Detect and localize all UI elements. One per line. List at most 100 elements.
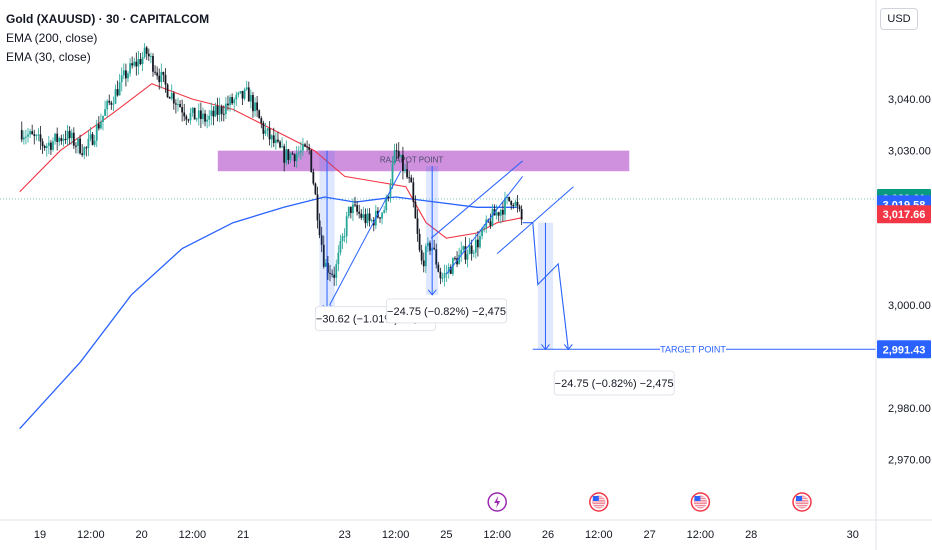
candle-body — [241, 91, 244, 99]
price-tick-label: 3,030.00 — [888, 146, 931, 158]
candle-body — [358, 211, 361, 214]
candle-body — [204, 113, 206, 122]
indicator-ema-30[interactable]: EMA (30, close) — [6, 50, 91, 64]
candle-body — [293, 154, 296, 162]
candle-body — [422, 260, 425, 267]
candle-body — [262, 122, 265, 134]
time-tick-label: 12:00 — [382, 529, 410, 541]
candle-body — [218, 106, 221, 115]
candle-body — [72, 132, 75, 146]
candle-body — [156, 72, 159, 76]
candle-body — [199, 110, 202, 120]
candle-body — [245, 87, 248, 90]
currency-button[interactable]: USD — [880, 8, 918, 30]
candle-body — [89, 134, 92, 139]
candle-body — [277, 139, 279, 142]
candle-body — [154, 71, 156, 73]
candle-body — [352, 204, 354, 214]
candle-body — [168, 97, 171, 99]
candle-body — [143, 47, 146, 58]
candle-body — [468, 245, 471, 255]
candle-body — [343, 236, 346, 238]
candle-body — [191, 107, 194, 113]
candle-body — [416, 218, 419, 234]
candle-body — [454, 258, 456, 260]
candle-body — [316, 194, 319, 221]
candle-body — [489, 221, 492, 226]
measure-label: −24.75 (−0.82%) −2,475 — [386, 298, 508, 324]
candle-body — [187, 119, 190, 121]
candle-body — [179, 104, 181, 108]
candle-body — [41, 141, 44, 147]
candle-body — [462, 246, 465, 250]
time-tick-label: 21 — [237, 529, 249, 541]
candle-body — [360, 213, 363, 218]
candle-body — [379, 217, 381, 219]
candle-body — [112, 103, 115, 105]
candle-body — [518, 206, 521, 210]
candle-body — [149, 56, 152, 58]
candle-body — [270, 135, 273, 140]
candle-body — [139, 59, 142, 65]
candle-body — [472, 252, 475, 254]
candle-body — [70, 132, 73, 139]
candle-body — [474, 239, 477, 253]
candle-body — [39, 134, 42, 142]
indicator-ema-200[interactable]: EMA (200, close) — [6, 31, 98, 45]
measure-label-text: −24.75 (−0.82%) −2,475 — [555, 378, 674, 390]
candle-body — [283, 146, 286, 163]
candle-body — [329, 272, 331, 274]
candle-body — [202, 113, 204, 120]
candle-body — [108, 100, 111, 103]
candle-body — [210, 110, 213, 116]
candle-body — [64, 138, 67, 140]
candle-body — [214, 105, 217, 117]
candle-body — [510, 200, 513, 205]
time-tick-label: 26 — [542, 529, 554, 541]
candle-body — [87, 138, 90, 148]
ema-30-line — [19, 83, 523, 239]
candle-body — [458, 254, 461, 265]
candle-body — [183, 112, 186, 117]
price-tick-label: 3,000.00 — [888, 300, 931, 312]
price-tick-label: 2,980.00 — [888, 403, 931, 415]
candle-body — [299, 150, 302, 153]
candle-body — [170, 93, 173, 99]
candle-body — [33, 134, 36, 136]
candle-body — [287, 149, 290, 160]
candle-body — [237, 92, 240, 95]
candle-body — [231, 97, 234, 104]
candle-body — [335, 264, 338, 278]
target-price-badge — [877, 340, 931, 359]
candle-body — [481, 228, 483, 237]
candle-body — [391, 163, 394, 185]
time-tick-label: 30 — [847, 529, 859, 541]
candle-body — [414, 201, 417, 219]
lightning-icon-bolt — [494, 496, 501, 508]
candle-body — [268, 128, 271, 140]
candle-body — [122, 70, 125, 76]
symbol-title[interactable]: Gold (XAUUSD) · 30 · CAPITALCOM — [6, 12, 210, 26]
candle-body — [256, 102, 259, 111]
time-tick-label: 12:00 — [77, 529, 105, 541]
candle-body — [310, 149, 313, 172]
candle-body — [476, 239, 479, 248]
flag-icon[interactable] — [690, 492, 711, 512]
candle-body — [189, 112, 192, 121]
candle-body — [222, 113, 225, 115]
candle-body — [31, 131, 34, 135]
ema-30-badge — [877, 205, 931, 224]
candle-body — [20, 130, 23, 140]
candle-body — [249, 94, 252, 102]
candle-body — [339, 241, 342, 253]
lightning-icon[interactable] — [487, 492, 507, 512]
candle-body — [504, 198, 506, 215]
candle-body — [460, 249, 463, 255]
candle-body — [47, 142, 50, 146]
flag-icon[interactable] — [792, 492, 812, 512]
flag-icon[interactable] — [589, 492, 609, 512]
candle-body — [385, 197, 388, 211]
candle-body — [68, 130, 71, 139]
time-tick-label: 25 — [440, 529, 452, 541]
